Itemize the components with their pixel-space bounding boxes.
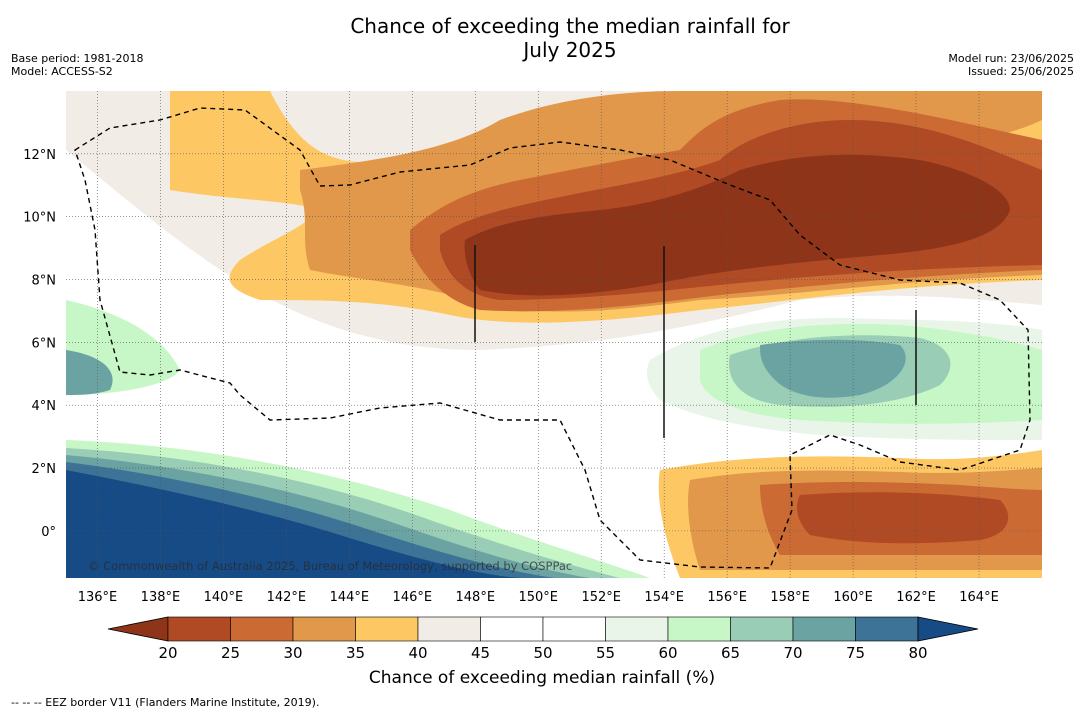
colorbar-segment (605, 616, 669, 642)
issued-date: Issued: 25/06/2025 (967, 65, 1074, 78)
colorbar-tick-label: 55 (595, 644, 616, 662)
model-info: Base period: 1981-2018 Model: ACCESS-S2 (11, 52, 143, 78)
colorbar-tick-label: 45 (470, 644, 491, 662)
lat-tick-label: 10°N (23, 211, 56, 226)
colorbar-low-arrow (107, 616, 169, 642)
colorbar-tick-label: 35 (345, 644, 366, 662)
run-info: Model run: 23/06/2025 Issued: 25/06/2025 (948, 52, 1074, 78)
lon-tick-label: 164°E (959, 590, 999, 605)
title-line-2: July 2025 (523, 38, 617, 62)
model-name: Model: ACCESS-S2 (11, 65, 113, 78)
colorbar-label: Chance of exceeding median rainfall (%) (368, 668, 716, 688)
colorbar-tick-label: 60 (658, 644, 678, 662)
title-line-1: Chance of exceeding the median rainfall … (350, 14, 790, 38)
lon-tick-label: 152°E (581, 590, 621, 605)
lon-tick-label: 162°E (896, 590, 936, 605)
lat-tick-label: 8°N (32, 274, 57, 289)
colorbar-segment (292, 616, 356, 642)
base-period: Base period: 1981-2018 (11, 52, 144, 65)
lat-tick-label: 12°N (23, 148, 56, 163)
lon-tick-label: 154°E (644, 590, 684, 605)
colorbar-segment (167, 616, 231, 642)
colorbar-tick-label: 65 (720, 644, 741, 662)
colorbar-segment (230, 616, 294, 642)
rainfall-field (66, 91, 1042, 578)
eez-footnote: -- -- -- EEZ border V11 (Flanders Marine… (11, 696, 320, 709)
colorbar (107, 616, 979, 642)
colorbar-tick-label: 20 (158, 644, 178, 662)
lat-tick-label: 4°N (32, 399, 57, 414)
colorbar-segment (667, 616, 731, 642)
lon-tick-label: 160°E (833, 590, 873, 605)
lon-tick-label: 136°E (78, 590, 118, 605)
colorbar-segment (792, 616, 856, 642)
lon-tick-label: 140°E (204, 590, 244, 605)
colorbar-tick-label: 50 (533, 644, 553, 662)
colorbar-segment (417, 616, 481, 642)
colorbar-segment (542, 616, 606, 642)
lon-tick-label: 138°E (141, 590, 181, 605)
lon-tick-label: 146°E (393, 590, 433, 605)
colorbar-tick-label: 80 (908, 644, 928, 662)
colorbar-tick-label: 75 (845, 644, 866, 662)
lon-tick-label: 148°E (456, 590, 496, 605)
copyright-notice: © Commonwealth of Australia 2025, Bureau… (88, 559, 573, 573)
colorbar-tick-label: 40 (408, 644, 428, 662)
lat-tick-label: 6°N (32, 336, 57, 351)
lon-tick-label: 150°E (518, 590, 558, 605)
model-run-date: Model run: 23/06/2025 (948, 52, 1074, 65)
lon-tick-label: 156°E (707, 590, 747, 605)
lat-tick-label: 2°N (32, 462, 57, 477)
colorbar-segment (730, 616, 794, 642)
colorbar-segment (855, 616, 919, 642)
lon-tick-label: 144°E (330, 590, 370, 605)
latitude-axis: 12°N 10°N 8°N 6°N 4°N 2°N 0° (23, 148, 56, 540)
colorbar-segment (355, 616, 419, 642)
map-title: Chance of exceeding the median rainfall … (270, 14, 870, 62)
colorbar-tick-label: 70 (783, 644, 803, 662)
colorbar-high-arrow (917, 616, 979, 642)
longitude-axis: 136°E 138°E 140°E 142°E 144°E 146°E 148°E 150°E… (78, 590, 999, 605)
lat-tick-label: 0° (41, 525, 56, 540)
colorbar-tick-label: 30 (283, 644, 303, 662)
colorbar-segment (480, 616, 544, 642)
colorbar-tick-label: 25 (220, 644, 241, 662)
lon-tick-label: 142°E (267, 590, 307, 605)
lon-tick-label: 158°E (770, 590, 810, 605)
